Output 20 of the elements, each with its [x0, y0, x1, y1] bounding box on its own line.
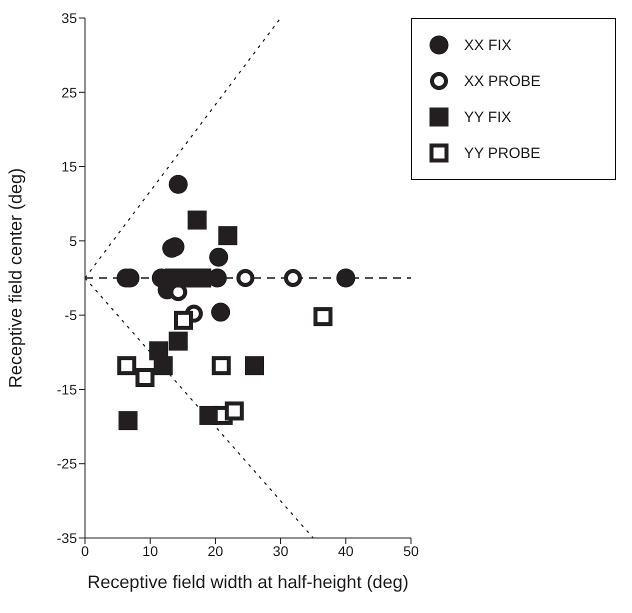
x-tick-label: 30 — [272, 542, 289, 559]
x-tick-label: 10 — [142, 542, 158, 559]
y-tick-label: -25 — [56, 456, 78, 472]
y-tick-label: 15 — [61, 158, 78, 175]
y-tick-label: -15 — [56, 381, 78, 398]
y-tick-label: 5 — [69, 232, 78, 249]
legend-label: XX PROBE — [464, 72, 541, 90]
x-axis-title: Receptive field width at half-height (deg) — [87, 572, 409, 592]
y-tick-label: 25 — [61, 84, 78, 100]
x-tick-label: 40 — [338, 542, 354, 559]
legend-label: YY FIX — [464, 108, 512, 126]
y-tick-label: -35 — [56, 530, 78, 546]
legend-label: YY PROBE — [464, 144, 540, 162]
x-tick-label: 20 — [208, 542, 224, 559]
x-tick-label: 50 — [403, 542, 419, 559]
x-tick-label: 0 — [81, 542, 90, 559]
y-tick-label: 35 — [61, 10, 78, 26]
legend-label: XX FIX — [464, 36, 512, 54]
y-tick-label: -5 — [64, 307, 78, 324]
y-axis-title: Receptive field center (deg) — [5, 168, 26, 388]
